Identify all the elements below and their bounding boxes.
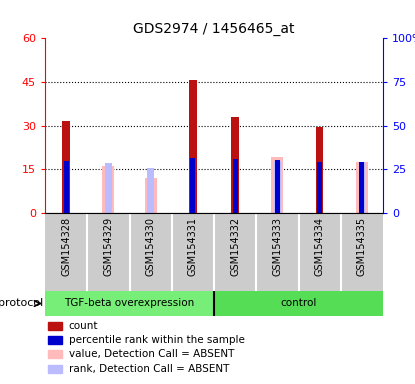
Text: control: control: [280, 298, 317, 308]
Bar: [316, 127, 323, 213]
Bar: [49, 336, 62, 344]
Bar: [359, 162, 364, 213]
Bar: [145, 178, 156, 213]
Text: value, Detection Call = ABSENT: value, Detection Call = ABSENT: [68, 349, 234, 359]
Text: percentile rank within the sample: percentile rank within the sample: [68, 335, 244, 345]
Bar: [271, 157, 283, 213]
Bar: [232, 159, 238, 213]
Bar: [49, 322, 62, 329]
Text: TGF-beta overexpression: TGF-beta overexpression: [64, 298, 195, 308]
Text: GSM154330: GSM154330: [146, 217, 156, 276]
Text: GSM154335: GSM154335: [357, 217, 367, 276]
Bar: [49, 365, 62, 372]
Bar: [356, 162, 368, 213]
Bar: [63, 161, 68, 213]
Bar: [275, 160, 280, 213]
Bar: [49, 351, 62, 358]
Text: count: count: [68, 321, 98, 331]
Text: GSM154328: GSM154328: [61, 217, 71, 276]
Bar: [317, 162, 322, 213]
Bar: [62, 121, 70, 213]
Bar: [105, 163, 112, 213]
Text: protocol: protocol: [0, 298, 43, 308]
Bar: [190, 158, 195, 213]
Text: GSM154329: GSM154329: [103, 217, 113, 276]
Text: rank, Detection Call = ABSENT: rank, Detection Call = ABSENT: [68, 364, 229, 374]
Text: GSM154334: GSM154334: [315, 217, 325, 276]
Bar: [147, 167, 154, 213]
Text: GSM154333: GSM154333: [272, 217, 282, 276]
Text: GSM154332: GSM154332: [230, 217, 240, 276]
Text: GSM154331: GSM154331: [188, 217, 198, 276]
Bar: [45, 291, 214, 316]
Bar: [214, 291, 383, 316]
Bar: [274, 161, 281, 213]
Title: GDS2974 / 1456465_at: GDS2974 / 1456465_at: [133, 22, 295, 36]
Bar: [103, 166, 114, 213]
Bar: [359, 162, 365, 213]
Bar: [231, 117, 239, 213]
Bar: [189, 80, 197, 213]
